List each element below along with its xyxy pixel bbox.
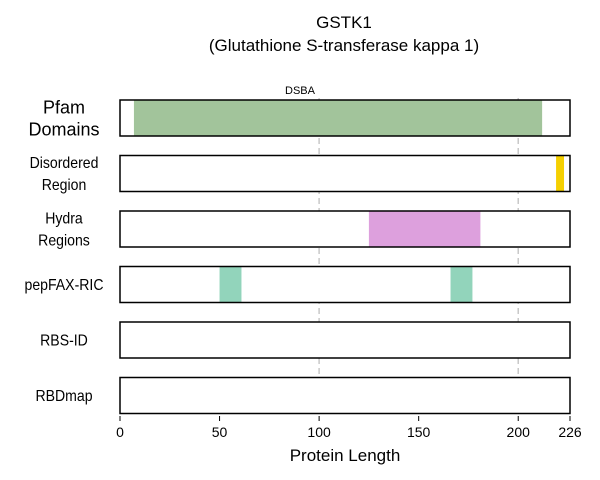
track-border <box>119 99 571 137</box>
track-label: Domains <box>28 119 99 139</box>
x-tick-label: 150 <box>407 424 431 440</box>
track-border <box>119 321 571 359</box>
track: Disordered Region <box>30 154 571 194</box>
track-label: Region <box>42 176 87 194</box>
segment-bar <box>133 100 543 136</box>
track-background <box>120 266 570 303</box>
segment-bar <box>450 266 473 303</box>
x-tick-label: 100 <box>307 424 331 440</box>
x-tick-label: 50 <box>212 424 228 440</box>
track: RBDmap <box>35 376 571 415</box>
x-axis-label: Protein Length <box>290 446 401 465</box>
segment-bar <box>368 211 481 247</box>
track-label: pepFAX-RIC <box>24 276 103 294</box>
track-label: Regions <box>38 232 90 250</box>
track: pepFAX-RIC <box>24 265 571 304</box>
x-axis-ticks: 0 50 100 150 200 226 <box>116 416 582 440</box>
gridlines <box>318 98 519 416</box>
x-tick-label: 0 <box>116 424 124 440</box>
track-background <box>120 377 570 414</box>
track-label: Pfam <box>43 97 85 117</box>
track-label: RBDmap <box>35 387 92 405</box>
track-border <box>119 376 571 415</box>
track-border <box>119 265 571 304</box>
segment-bar <box>556 155 565 192</box>
x-tick-label: 200 <box>507 424 531 440</box>
track: Hydra Regions <box>38 210 571 250</box>
track-background <box>120 155 570 192</box>
track-border <box>119 210 571 248</box>
segment-bar <box>219 266 242 303</box>
track-border <box>119 154 571 193</box>
track-background <box>120 211 570 247</box>
x-tick-label: 226 <box>558 424 582 440</box>
track-background <box>120 322 570 358</box>
track-label: RBS-ID <box>40 332 88 350</box>
track-label: Disordered <box>30 154 99 172</box>
chart-title: GSTK1 <box>316 13 372 32</box>
segment-label: DSBA <box>285 85 316 97</box>
track: RBS-ID <box>40 321 571 359</box>
track-label: Hydra <box>45 210 83 228</box>
chart-subtitle: (Glutathione S-transferase kappa 1) <box>209 36 479 55</box>
